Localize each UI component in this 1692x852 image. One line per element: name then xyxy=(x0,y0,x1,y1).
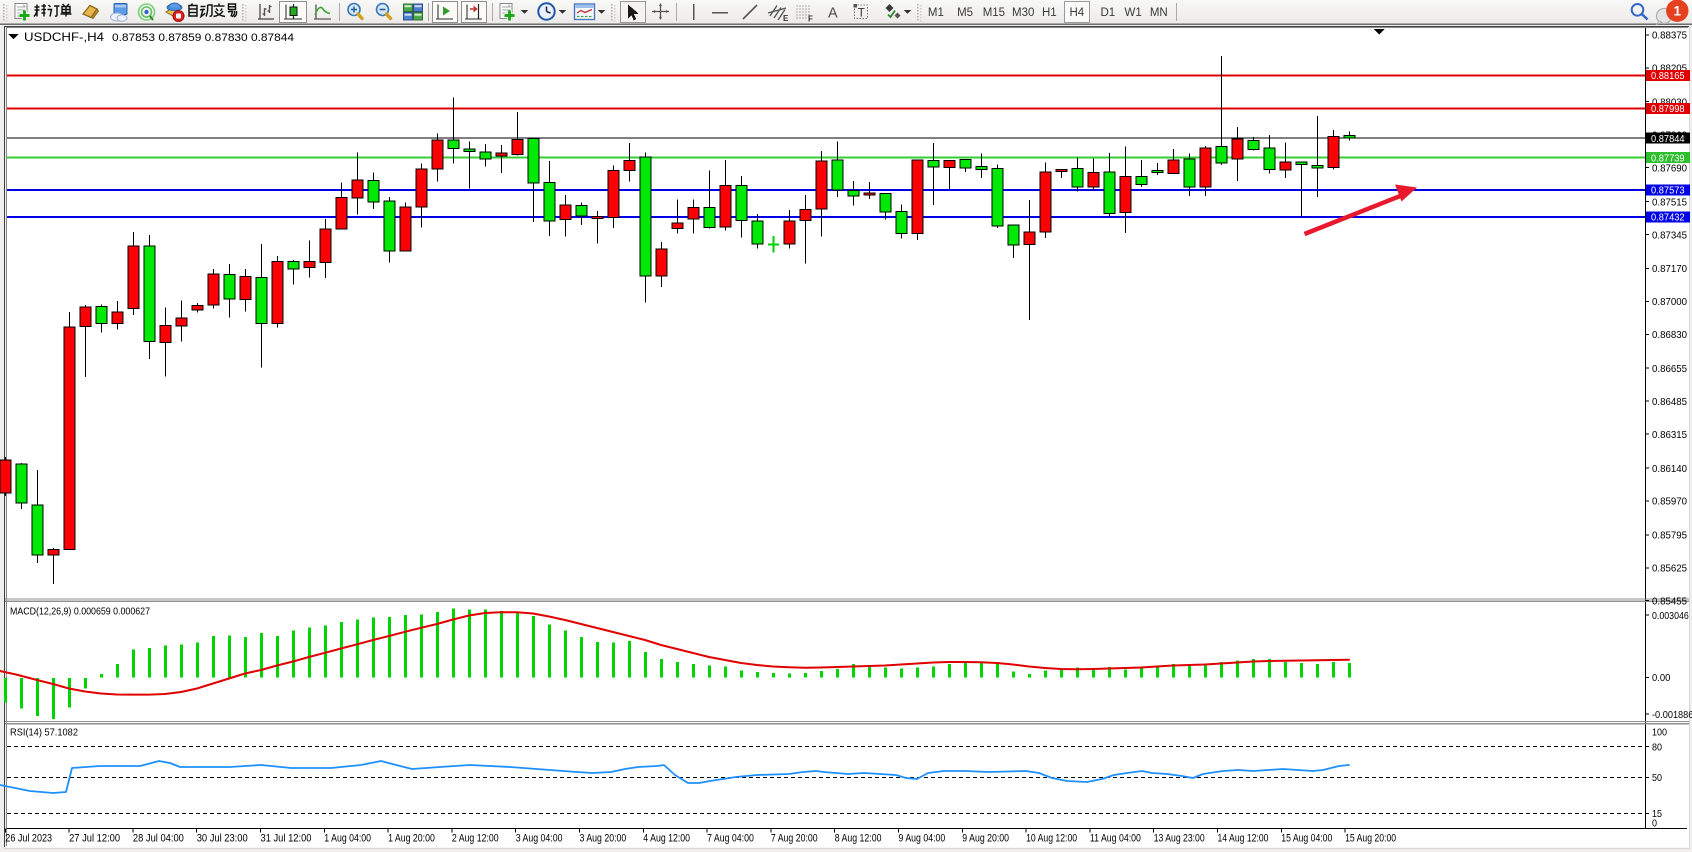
svg-text:0.87170: 0.87170 xyxy=(1652,263,1687,275)
svg-text:1 Aug 04:00: 1 Aug 04:00 xyxy=(324,833,371,845)
svg-text:0.86315: 0.86315 xyxy=(1652,429,1687,441)
svg-text:MACD(12,26,9) 0.000659 0.00062: MACD(12,26,9) 0.000659 0.000627 xyxy=(10,606,150,618)
svg-text:0.87998: 0.87998 xyxy=(1651,104,1685,115)
svg-text:F: F xyxy=(808,15,813,24)
svg-text:RSI(14) 57.1082: RSI(14) 57.1082 xyxy=(10,727,78,739)
svg-text:0.87432: 0.87432 xyxy=(1651,213,1685,224)
svg-text:E: E xyxy=(783,14,789,23)
svg-text:50: 50 xyxy=(1652,772,1662,784)
svg-text:14 Aug 12:00: 14 Aug 12:00 xyxy=(1218,833,1269,845)
svg-text:27 Jul 12:00: 27 Jul 12:00 xyxy=(69,833,120,845)
svg-text:15: 15 xyxy=(1652,808,1662,820)
svg-text:M30: M30 xyxy=(1012,7,1034,19)
svg-text:4 Aug 12:00: 4 Aug 12:00 xyxy=(643,833,690,845)
svg-text:9 Aug 20:00: 9 Aug 20:00 xyxy=(962,833,1009,845)
svg-text:8 Aug 12:00: 8 Aug 12:00 xyxy=(835,833,882,845)
svg-text:26 Jul 2023: 26 Jul 2023 xyxy=(5,833,52,845)
svg-text:0.86485: 0.86485 xyxy=(1652,396,1687,408)
svg-text:0.00: 0.00 xyxy=(1652,672,1671,684)
svg-text:0.87690: 0.87690 xyxy=(1652,162,1687,174)
svg-text:H1: H1 xyxy=(1042,7,1057,19)
svg-text:M5: M5 xyxy=(957,7,973,19)
svg-text:0.87844: 0.87844 xyxy=(1651,134,1685,145)
svg-text:7 Aug 20:00: 7 Aug 20:00 xyxy=(771,833,818,845)
svg-text:31 Jul 12:00: 31 Jul 12:00 xyxy=(261,833,312,845)
svg-text:0.86830: 0.86830 xyxy=(1652,329,1687,341)
svg-text:0.87739: 0.87739 xyxy=(1651,153,1685,164)
svg-text:0.003046: 0.003046 xyxy=(1652,610,1689,622)
svg-text:80: 80 xyxy=(1652,741,1662,753)
svg-text:0.86655: 0.86655 xyxy=(1652,363,1687,375)
svg-text:10 Aug 12:00: 10 Aug 12:00 xyxy=(1026,833,1077,845)
svg-text:T: T xyxy=(858,8,865,20)
svg-text:M15: M15 xyxy=(983,7,1005,19)
svg-text:30 Jul 23:00: 30 Jul 23:00 xyxy=(197,833,248,845)
svg-text:0.85795: 0.85795 xyxy=(1652,530,1687,542)
svg-text:MN: MN xyxy=(1150,7,1168,19)
svg-text:H4: H4 xyxy=(1069,7,1084,19)
svg-text:28 Jul 04:00: 28 Jul 04:00 xyxy=(133,833,184,845)
svg-text:100: 100 xyxy=(1652,726,1667,738)
svg-text:0: 0 xyxy=(1652,817,1657,829)
svg-text:0.87515: 0.87515 xyxy=(1652,196,1687,208)
svg-text:9 Aug 04:00: 9 Aug 04:00 xyxy=(899,833,946,845)
svg-text:0.85455: 0.85455 xyxy=(1652,595,1687,607)
svg-text:M1: M1 xyxy=(928,7,944,19)
svg-text:D1: D1 xyxy=(1100,7,1115,19)
svg-text:A: A xyxy=(828,6,838,22)
svg-text:0.88375: 0.88375 xyxy=(1652,30,1687,42)
svg-text:7 Aug 04:00: 7 Aug 04:00 xyxy=(707,833,754,845)
svg-text:13 Aug 23:00: 13 Aug 23:00 xyxy=(1154,833,1205,845)
svg-text:11 Aug 04:00: 11 Aug 04:00 xyxy=(1090,833,1141,845)
svg-text:0.87345: 0.87345 xyxy=(1652,229,1687,241)
svg-text:3 Aug 04:00: 3 Aug 04:00 xyxy=(516,833,563,845)
svg-text:1 Aug 20:00: 1 Aug 20:00 xyxy=(388,833,435,845)
svg-text:USDCHF-,H4: USDCHF-,H4 xyxy=(24,30,104,44)
svg-text:0.88165: 0.88165 xyxy=(1651,71,1685,82)
svg-text:0.85970: 0.85970 xyxy=(1652,496,1687,508)
svg-text:0.87853 0.87859 0.87830 0.8784: 0.87853 0.87859 0.87830 0.87844 xyxy=(112,32,294,44)
svg-text:W1: W1 xyxy=(1124,7,1141,19)
svg-text:3 Aug 20:00: 3 Aug 20:00 xyxy=(580,833,627,845)
svg-text:1: 1 xyxy=(1674,4,1682,19)
svg-text:2 Aug 12:00: 2 Aug 12:00 xyxy=(452,833,499,845)
svg-text:0.86140: 0.86140 xyxy=(1652,463,1687,475)
svg-text:-0.001886: -0.001886 xyxy=(1652,709,1692,721)
svg-text:15 Aug 20:00: 15 Aug 20:00 xyxy=(1345,833,1396,845)
svg-text:0.87573: 0.87573 xyxy=(1651,186,1685,197)
svg-text:15 Aug 04:00: 15 Aug 04:00 xyxy=(1281,833,1332,845)
svg-text:0.85625: 0.85625 xyxy=(1652,563,1687,575)
svg-text:0.87000: 0.87000 xyxy=(1652,296,1687,308)
